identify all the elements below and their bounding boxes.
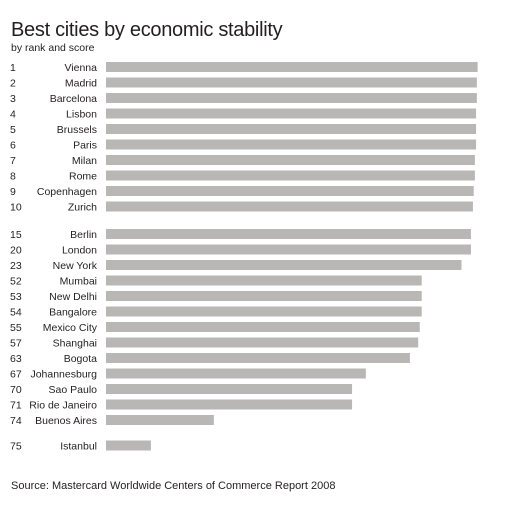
city-label: Bangalore <box>49 307 97 319</box>
city-label: Shanghai <box>53 338 97 350</box>
city-label: Madrid <box>65 78 97 90</box>
rank-label: 4 <box>10 109 16 121</box>
rank-label: 53 <box>10 291 22 303</box>
city-label: New Delhi <box>49 291 97 303</box>
city-label: Milan <box>72 155 97 167</box>
score-bar <box>106 384 353 394</box>
score-bar <box>106 155 475 165</box>
city-label: Vienna <box>64 62 97 74</box>
score-bar <box>106 275 422 286</box>
city-label: Berlin <box>70 229 97 241</box>
city-label: Buenos Aires <box>35 415 97 427</box>
score-bar <box>106 108 477 119</box>
city-label: Mexico City <box>43 322 98 334</box>
score-bar <box>106 229 471 239</box>
city-label: Sao Paulo <box>49 384 98 396</box>
rank-label: 10 <box>10 202 22 214</box>
rank-label: 63 <box>10 353 22 365</box>
score-bar <box>106 260 462 270</box>
rank-label: 15 <box>10 229 22 241</box>
rank-label: 6 <box>10 140 16 152</box>
city-label: Rome <box>69 171 97 183</box>
rank-label: 54 <box>10 307 22 319</box>
rank-label: 67 <box>10 369 22 381</box>
score-bar <box>106 399 353 410</box>
city-label: New York <box>53 260 98 272</box>
chart-title: Best cities by economic stability <box>11 19 283 41</box>
score-bar <box>106 186 474 196</box>
city-label: Barcelona <box>50 93 97 105</box>
score-bar <box>106 337 419 348</box>
city-label: Bogota <box>64 353 97 365</box>
city-label: Mumbai <box>60 276 97 288</box>
score-bar <box>106 368 366 379</box>
score-bar <box>106 244 471 255</box>
rank-label: 71 <box>10 400 22 412</box>
city-label: Brussels <box>57 124 97 136</box>
rank-label: 75 <box>10 441 22 453</box>
score-bar <box>106 353 410 363</box>
rank-label: 55 <box>10 322 22 334</box>
city-label: Rio de Janeiro <box>29 400 97 412</box>
score-bar <box>106 139 477 150</box>
rank-label: 2 <box>10 78 16 90</box>
score-bar <box>106 291 422 301</box>
rank-label: 9 <box>10 186 16 198</box>
rank-label: 52 <box>10 276 22 288</box>
score-bar <box>106 322 420 332</box>
rank-label: 8 <box>10 171 16 183</box>
city-label: Copenhagen <box>37 186 97 198</box>
city-label: Lisbon <box>66 109 97 121</box>
rank-label: 3 <box>10 93 16 105</box>
score-bar <box>106 170 475 181</box>
rank-label: 1 <box>10 62 16 74</box>
city-label: Paris <box>73 140 97 152</box>
score-bar <box>106 124 477 134</box>
city-label: Johannesburg <box>30 369 97 381</box>
score-bar <box>106 201 473 212</box>
rank-label: 57 <box>10 338 22 350</box>
score-bar <box>106 306 422 317</box>
rank-label: 20 <box>10 245 22 257</box>
chart-subtitle: by rank and score <box>11 42 95 54</box>
city-label: Istanbul <box>60 441 97 453</box>
source-note: Source: Mastercard Worldwide Centers of … <box>11 480 336 492</box>
city-label: Zurich <box>68 202 97 214</box>
score-bar <box>106 62 478 72</box>
score-bar <box>106 77 477 88</box>
score-bar <box>106 440 151 451</box>
rank-label: 70 <box>10 384 22 396</box>
city-label: London <box>62 245 97 257</box>
rank-label: 7 <box>10 155 16 167</box>
rank-label: 74 <box>10 415 22 427</box>
rank-label: 23 <box>10 260 22 272</box>
score-bar <box>106 415 214 425</box>
score-bar <box>106 93 477 103</box>
rank-label: 5 <box>10 124 16 136</box>
